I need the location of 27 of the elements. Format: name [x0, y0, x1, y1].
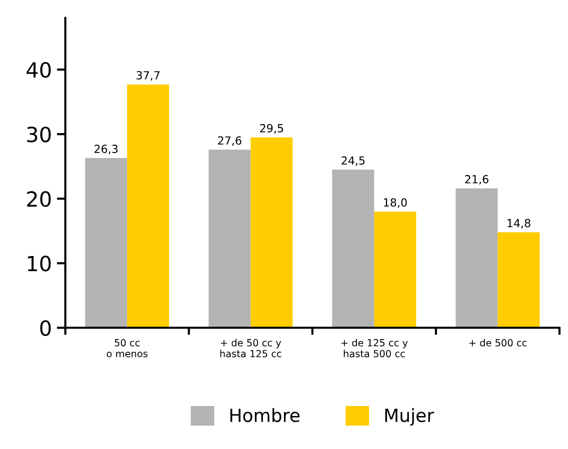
data-label: 24,5	[342, 156, 365, 166]
bar	[498, 232, 540, 328]
x-tick-label: + de 500 cc	[469, 338, 527, 346]
data-label: 27,6	[218, 136, 242, 146]
bar	[332, 170, 374, 328]
x-tick-label: + de 125 cc y hasta 500 cc	[341, 338, 408, 358]
y-tick-label: 30	[27, 126, 51, 142]
bar	[127, 84, 170, 328]
data-label: 14,8	[508, 218, 530, 228]
bar	[456, 188, 498, 328]
x-tick-label: + de 50 cc y hasta 125 cc	[220, 338, 282, 358]
data-label: 26,3	[94, 144, 118, 154]
y-tick-label: 10	[28, 256, 51, 272]
data-label: 29,5	[260, 124, 284, 134]
x-tick-label: 50 cc o menos	[106, 339, 148, 358]
bar	[250, 137, 293, 328]
data-label: 21,6	[465, 175, 488, 185]
data-label: 18,0	[384, 198, 407, 208]
bar	[208, 150, 251, 328]
bar	[374, 212, 416, 328]
bar	[85, 158, 128, 328]
legend-label: Mujer	[385, 408, 434, 426]
y-tick-label: 40	[26, 62, 51, 78]
legend-label: Hombre	[230, 408, 300, 422]
data-label: 37,7	[136, 71, 160, 81]
y-tick-label: 20	[27, 191, 51, 207]
y-tick-label: 0	[40, 320, 51, 336]
